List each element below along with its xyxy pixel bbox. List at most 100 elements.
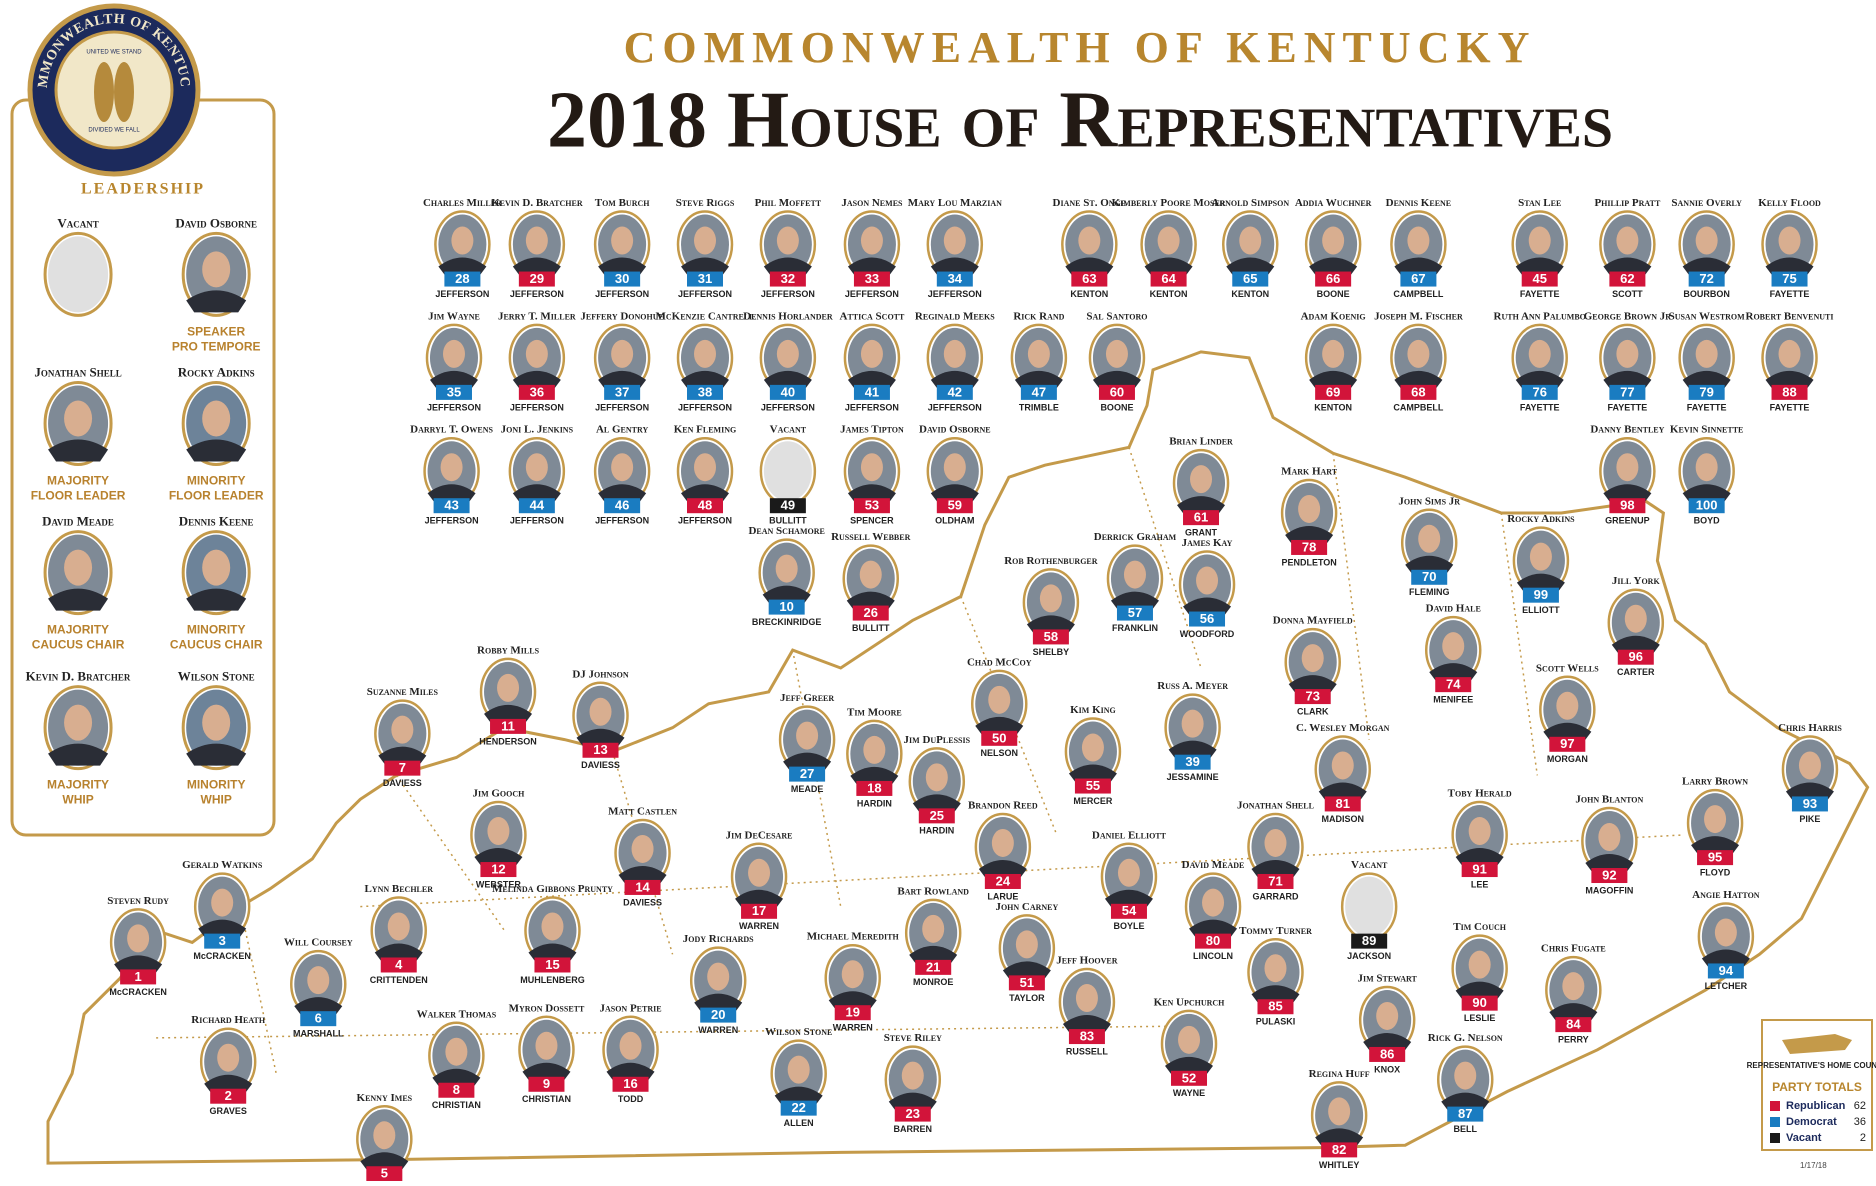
member-name: Suzanne Miles [367,686,439,698]
home-county: JACKSON [1347,951,1391,961]
portrait-face [1264,954,1286,982]
home-county: NELSON [980,748,1018,758]
district-number: 13 [593,742,607,757]
district-number: 26 [864,605,878,620]
portrait-face [1418,525,1440,553]
leader-role-line: MINORITY [187,778,246,792]
home-county: KENTON [1231,289,1269,299]
portrait-face [632,835,654,863]
member-name: Walker Thomas [417,1008,497,1020]
poster: COMMONWEALTH OF KENTUCKY UNITED WE STAND… [0,0,1876,1181]
member-name: DJ Johnson [572,668,629,680]
leader-role-line: MAJORITY [47,474,109,488]
home-county: WOODFORD [1180,629,1235,639]
district-number: 31 [698,271,712,286]
portrait-face [863,736,885,764]
home-county: FAYETTE [1520,289,1560,299]
member-name: Mark Hart [1281,465,1338,477]
home-county: PIKE [1799,814,1820,824]
member-name: John Blanton [1575,794,1643,806]
portrait-face [441,453,463,481]
member-name: Jeff Hoover [1056,955,1117,967]
home-county: KENTON [1314,402,1352,412]
home-county: JEFFERSON [845,402,899,412]
district-number: 40 [781,384,795,399]
district-number: 29 [530,271,544,286]
home-county: BULLITT [852,623,890,633]
portrait-face [1190,465,1212,493]
home-county: FLEMING [1409,587,1450,597]
member-name: Sal Santoro [1086,310,1147,322]
district-number: 41 [865,384,879,399]
portrait-face [1328,1097,1350,1125]
portrait-face [451,227,473,255]
portrait-face [1158,227,1180,255]
member-name: Jeff Greer [780,692,834,704]
home-county: JEFFERSON [678,402,732,412]
home-county: PULASKI [1256,1017,1296,1027]
member-name: Darryl T. Owens [410,424,493,436]
district-number: 76 [1532,384,1546,399]
district-number: 10 [779,599,793,614]
member-name: Tommy Turner [1239,925,1312,937]
district-number: 63 [1082,271,1096,286]
district-number: 36 [530,384,544,399]
leader-name: Jonathan Shell [34,364,121,379]
portrait-face [694,453,716,481]
portrait-face [861,453,883,481]
home-county: MADISON [1321,814,1364,824]
portrait-face [861,340,883,368]
leader-role-line: PRO TEMPORE [172,340,261,354]
district-number: 72 [1699,271,1713,286]
leader-name: Rocky Adkins [178,364,255,379]
member-name: Daniel Elliott [1092,829,1167,841]
member-name: Steve Riggs [676,197,735,209]
district-number: 99 [1534,587,1548,602]
home-county: MENIFEE [1433,695,1473,705]
member-name: Will Coursey [284,937,353,949]
district-number: 46 [615,498,629,513]
leader-role-line: MAJORITY [47,778,109,792]
home-county: JEFFERSON [595,402,649,412]
district-number: 28 [455,271,469,286]
district-number: 57 [1128,605,1142,620]
district-number: 81 [1336,796,1350,811]
district-number: 97 [1560,736,1574,751]
portrait-face [694,227,716,255]
portrait-face [445,1038,467,1066]
district-number: 71 [1268,873,1282,888]
district-number: 86 [1380,1046,1394,1061]
district-number: 22 [791,1100,805,1115]
district-number: 16 [623,1076,637,1091]
home-county: GREENUP [1605,516,1650,526]
home-county: CAMPBELL [1393,289,1443,299]
portrait-face [373,1121,395,1149]
portrait-face [1078,227,1100,255]
leader-role-line: MINORITY [187,474,246,488]
member-name: Rocky Adkins [1507,513,1575,525]
member-name: Scott Wells [1536,662,1599,674]
portrait-face [64,400,92,436]
home-county: KNOX [1374,1064,1400,1074]
portrait-face [1616,453,1638,481]
home-county: HARDIN [857,798,892,808]
home-county: SPENCER [850,516,894,526]
district-number: 64 [1161,271,1176,286]
home-county: LINCOLN [1193,951,1233,961]
home-county: JEFFERSON [928,289,982,299]
home-county: SCOTT [1612,289,1643,299]
member-name: Kevin D. Bratcher [491,197,583,209]
portrait-face [1469,951,1491,979]
portrait-face [1106,340,1128,368]
home-county: PERRY [1558,1035,1589,1045]
portrait-face [694,340,716,368]
legend: REPRESENTATIVE'S HOME COUNTY PARTY TOTAL… [1747,1020,1876,1150]
home-county: JEFFERSON [595,516,649,526]
home-county: JEFFERSON [510,289,564,299]
portrait-face [487,817,509,845]
member-name: Susan Westrom [1669,310,1746,322]
district-number: 45 [1532,271,1546,286]
member-name: Bart Rowland [897,885,969,897]
portrait-face [1799,751,1821,779]
home-county: KENTON [1150,289,1188,299]
